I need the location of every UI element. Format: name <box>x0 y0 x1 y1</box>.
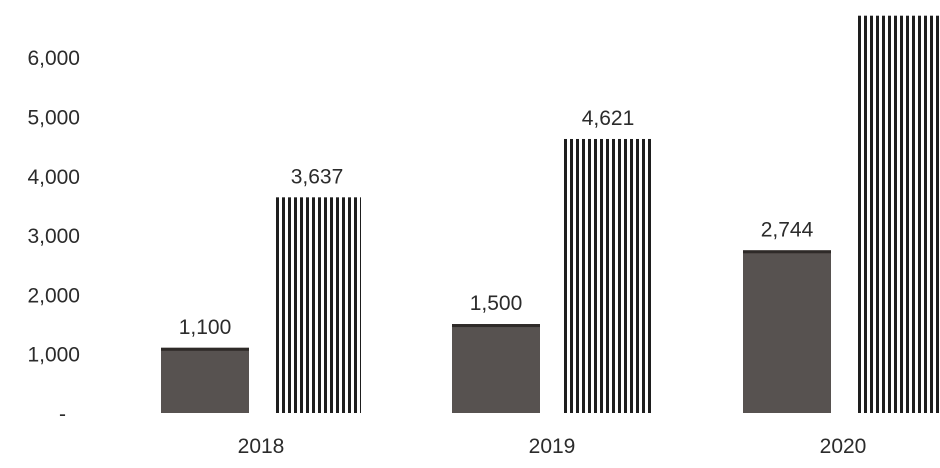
bar-dark-2018 <box>161 347 249 413</box>
y-tick-label: 5,000 <box>27 107 80 130</box>
x-category-label: 2020 <box>820 435 867 458</box>
y-tick-label: 3,000 <box>27 225 80 248</box>
bar-top-edge <box>452 324 540 328</box>
bar-top-edge <box>743 250 831 254</box>
bar-striped-2020 <box>855 15 940 413</box>
x-category-label: 2018 <box>238 435 285 458</box>
y-tick-label: 4,000 <box>27 166 80 189</box>
x-axis: 2018 2019 2020 <box>238 435 867 458</box>
data-label-2019-1: 4,621 <box>582 107 635 130</box>
y-axis: - 1,000 2,000 3,000 4,000 5,000 6,000 <box>27 47 80 426</box>
data-label-2020-0: 2,744 <box>761 218 814 241</box>
y-tick-label: 1,000 <box>27 344 80 367</box>
data-label-2019-0: 1,500 <box>470 292 523 315</box>
data-label-2018-1: 3,637 <box>291 165 344 188</box>
y-tick-label: - <box>59 403 66 426</box>
bar-dark-2019 <box>452 324 540 413</box>
y-tick-label: 2,000 <box>27 284 80 307</box>
bar-dark-2020 <box>743 250 831 413</box>
data-label-2018-0: 1,100 <box>179 316 232 339</box>
bars <box>161 15 940 413</box>
bar-top-edge <box>161 347 249 351</box>
y-tick-label: 6,000 <box>27 47 80 70</box>
bar-striped-2018 <box>273 197 361 413</box>
bar-striped-2019 <box>564 138 652 413</box>
x-category-label: 2019 <box>529 435 576 458</box>
data-labels: 1,100 3,637 1,500 4,621 2,744 <box>179 107 814 339</box>
